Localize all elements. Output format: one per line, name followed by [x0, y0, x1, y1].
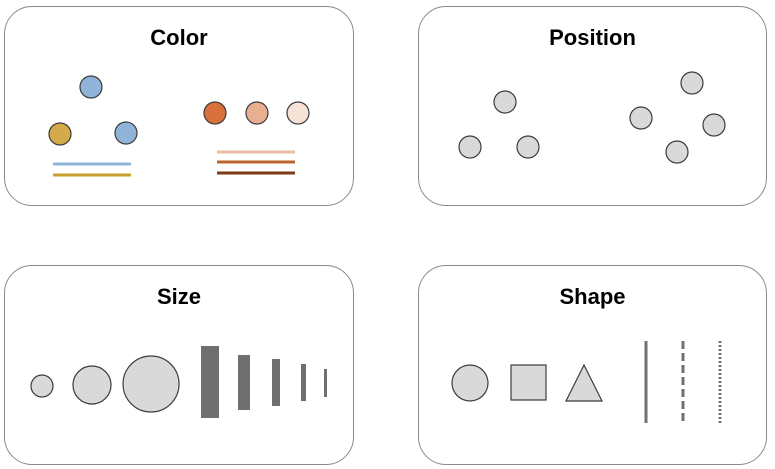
circle-gold-left	[48, 122, 72, 146]
position-circle	[702, 113, 726, 137]
circle-orange-mid	[245, 101, 269, 125]
position-panel-title: Position	[549, 25, 636, 50]
shape-triangle	[565, 363, 603, 402]
shape-panel-title: Shape	[559, 284, 626, 309]
position-panel: Position	[418, 6, 767, 206]
size-bar-5	[324, 369, 327, 397]
size-bar-3	[272, 359, 280, 406]
size-bar-1	[201, 346, 219, 418]
position-circle	[493, 90, 517, 114]
circle-orange-dark	[203, 101, 227, 125]
size-circle-large	[122, 355, 180, 413]
color-panel: Color	[4, 6, 354, 206]
color-illustration	[48, 75, 310, 177]
size-illustration	[30, 346, 327, 418]
position-circle	[665, 140, 689, 164]
circle-blue-right	[114, 121, 138, 145]
shape-illustration	[451, 341, 722, 423]
position-circle	[516, 135, 540, 159]
size-bar-2	[238, 355, 250, 410]
shape-square	[510, 364, 547, 401]
size-bar-4	[301, 364, 306, 401]
shape-circle	[451, 364, 489, 402]
shape-panel: Shape	[418, 265, 767, 465]
color-panel-title: Color	[150, 25, 208, 50]
position-circle	[629, 106, 653, 130]
size-circle-medium	[72, 365, 112, 405]
size-panel-title: Size	[156, 284, 202, 309]
circle-blue-top	[79, 75, 103, 99]
position-circle	[680, 71, 704, 95]
size-panel: Size	[4, 265, 354, 465]
circle-orange-light	[286, 101, 310, 125]
size-circle-small	[30, 374, 54, 398]
position-illustration	[458, 71, 726, 164]
position-circle	[458, 135, 482, 159]
